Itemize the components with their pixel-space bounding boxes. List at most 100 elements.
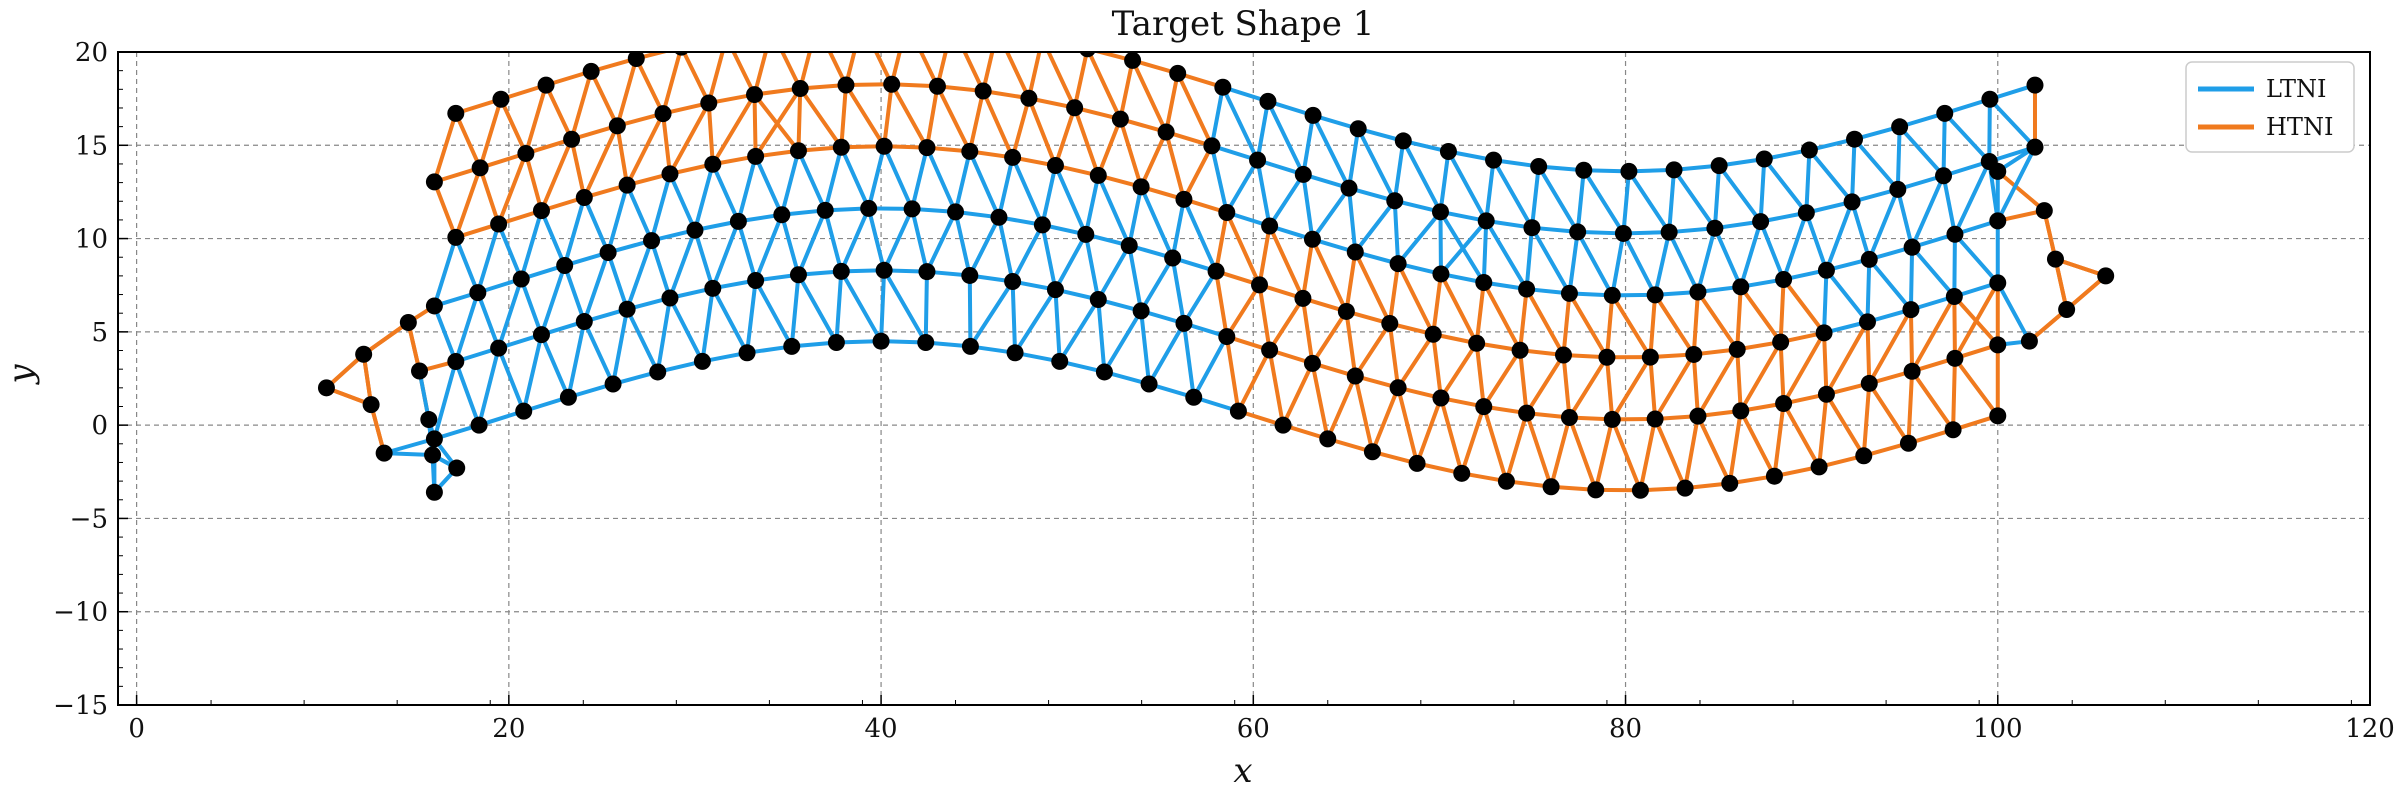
node [649, 363, 667, 381]
node [1810, 458, 1828, 476]
ltni-edge [1524, 225, 1534, 292]
node [1261, 217, 1279, 235]
node [1542, 478, 1560, 496]
ltni-edge [1865, 257, 1872, 324]
ltni-edge [1824, 199, 1855, 273]
node [1089, 291, 1107, 309]
ltni-edge [745, 278, 758, 355]
ltni-edge [1301, 113, 1316, 177]
ltni-edge [700, 286, 715, 364]
node [1111, 110, 1129, 128]
ltni-edge [496, 276, 524, 351]
node [1935, 167, 1953, 185]
node [1132, 178, 1150, 196]
node [1132, 302, 1150, 320]
htni-edge [1995, 169, 2047, 213]
ltni-edge [692, 228, 715, 291]
ltni-edge [1717, 163, 1763, 224]
node [1899, 434, 1917, 452]
node [791, 79, 809, 97]
htni-edge [681, 52, 711, 106]
ltni-edge [1621, 231, 1658, 297]
node [1903, 238, 1921, 256]
x-axis-label: x [1233, 751, 1252, 791]
node [1261, 341, 1279, 359]
htni-edge [1648, 292, 1658, 360]
htni-edge [1610, 355, 1653, 422]
ltni-edge [1053, 232, 1088, 292]
node [1304, 106, 1322, 124]
node [1363, 443, 1381, 461]
legend-htni-label: HTNI [2266, 113, 2333, 141]
htni-edge [1653, 352, 1696, 421]
htni-edge [1772, 401, 1786, 479]
ltni-edge [834, 269, 844, 345]
htni-edge [453, 165, 483, 240]
ltni-edge [1536, 164, 1580, 234]
node [674, 52, 689, 56]
htni-edge [1781, 401, 1822, 469]
y-axis-label: y [1, 364, 41, 386]
node [1946, 225, 1964, 243]
ltni-edge [1822, 268, 1829, 335]
htni-edge [1214, 210, 1229, 274]
ltni-edge [1712, 163, 1722, 231]
htni-edge [1906, 369, 1915, 446]
htni-edge [935, 84, 972, 154]
node [490, 339, 508, 357]
node [532, 202, 550, 220]
ltni-edge [432, 303, 458, 364]
htni-edge [1867, 381, 1911, 446]
node [1945, 287, 1963, 305]
node [1646, 410, 1664, 428]
ltni-edge [519, 208, 544, 281]
htni-edge [1224, 282, 1262, 339]
node [990, 208, 1008, 226]
node [693, 352, 711, 370]
htni-edge [625, 111, 666, 188]
node [627, 52, 645, 68]
htni-edge [1300, 237, 1315, 301]
ltni-edge [1267, 172, 1306, 228]
ltni-edge [882, 206, 915, 273]
node [860, 199, 878, 217]
node [686, 221, 704, 239]
node [1124, 52, 1142, 69]
node [1989, 407, 2007, 425]
node [961, 337, 979, 355]
ltni-edge [1987, 97, 1992, 164]
htni-edge [1257, 223, 1272, 287]
ltni-edge [923, 269, 929, 345]
node [425, 483, 443, 501]
ltni-edge [839, 145, 871, 211]
ltni-edge [823, 208, 844, 274]
y-tick-label: −10 [53, 598, 108, 628]
node [974, 82, 992, 100]
node [1497, 472, 1515, 490]
ltni-edge [1053, 163, 1088, 237]
ltni-edge [477, 346, 501, 428]
ltni-edge [1895, 187, 1915, 250]
htni-edge [544, 83, 574, 142]
ltni-edge [882, 268, 928, 345]
htni-edge [1130, 58, 1169, 134]
htni-edge [1004, 52, 1031, 101]
node [832, 138, 850, 156]
node [1554, 346, 1572, 364]
htni-edge [1683, 414, 1700, 491]
ltni-edge [1220, 85, 1260, 163]
ltni-edge [1941, 111, 1947, 178]
htni-edge [1695, 414, 1732, 486]
node [875, 137, 893, 155]
ltni-edge [1356, 126, 1397, 203]
htni-edge [582, 123, 620, 200]
node [2046, 250, 2064, 268]
node [1389, 379, 1407, 397]
ltni-edge [1910, 173, 1946, 250]
node [1157, 123, 1175, 141]
node [1303, 230, 1321, 248]
htni-edge [1431, 271, 1443, 337]
ltni-edge [582, 319, 616, 387]
node [729, 212, 747, 230]
node [1530, 157, 1548, 175]
